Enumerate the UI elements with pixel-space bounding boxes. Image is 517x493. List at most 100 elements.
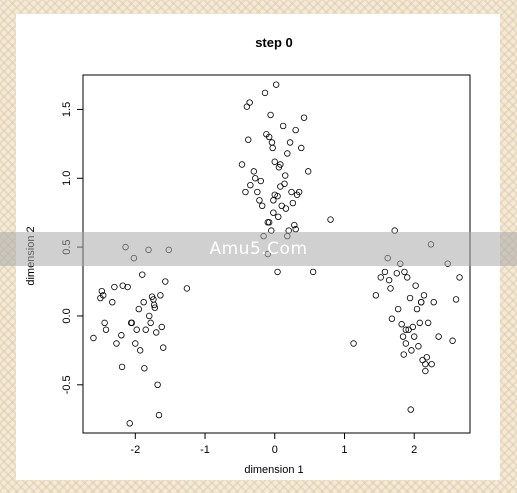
- data-point: [150, 301, 158, 309]
- data-point: [135, 305, 142, 313]
- data-point: [422, 360, 429, 368]
- data-point: [118, 332, 125, 339]
- data-point: [245, 136, 252, 143]
- data-point: [404, 274, 411, 281]
- data-point: [428, 360, 435, 368]
- data-point: [284, 150, 291, 157]
- data-point: [113, 340, 120, 347]
- data-point: [90, 334, 97, 342]
- data-point: [151, 304, 159, 311]
- data-point: [271, 158, 278, 165]
- data-point: [406, 294, 414, 302]
- data-point: [132, 340, 139, 347]
- data-point: [256, 197, 263, 204]
- data-point: [419, 356, 426, 364]
- data-point: [377, 274, 384, 281]
- data-point: [243, 103, 251, 110]
- data-point: [381, 268, 389, 276]
- data-point: [238, 161, 246, 168]
- data-point: [127, 319, 135, 327]
- data-point: [292, 126, 299, 134]
- data-point: [147, 319, 154, 327]
- data-point: [265, 219, 273, 226]
- x-tick-label: 0: [272, 444, 278, 456]
- data-point: [126, 420, 133, 427]
- x-tick-label: 2: [411, 444, 417, 456]
- data-point: [247, 181, 254, 189]
- data-point: [274, 268, 281, 276]
- data-point: [385, 276, 393, 284]
- data-point: [252, 175, 259, 182]
- data-point: [246, 99, 253, 106]
- data-point: [124, 283, 131, 291]
- data-point: [300, 114, 308, 121]
- data-point: [416, 319, 423, 327]
- data-point: [291, 221, 298, 229]
- data-point: [305, 168, 312, 175]
- x-axis-label: dimension 1: [244, 464, 303, 476]
- data-point: [259, 202, 266, 210]
- data-point: [400, 351, 407, 358]
- data-point: [254, 188, 261, 196]
- data-point: [159, 344, 167, 351]
- data-point: [399, 333, 407, 340]
- data-point: [415, 343, 422, 350]
- data-point: [456, 274, 463, 281]
- data-point: [402, 340, 410, 347]
- data-point: [298, 144, 305, 152]
- data-point: [282, 205, 290, 212]
- data-point: [289, 199, 297, 207]
- data-point: [430, 298, 437, 306]
- chart-title: step 0: [255, 35, 293, 50]
- y-tick-label: 0.0: [61, 308, 73, 323]
- data-point: [401, 268, 408, 276]
- y-tick-label: 1.0: [61, 171, 73, 186]
- data-point: [250, 168, 258, 175]
- data-point: [282, 172, 289, 179]
- data-point: [242, 188, 249, 196]
- data-point: [155, 411, 163, 419]
- data-point: [268, 139, 276, 146]
- data-point: [111, 283, 118, 291]
- data-point: [270, 209, 277, 216]
- data-point: [269, 144, 276, 152]
- data-point: [387, 285, 394, 292]
- data-point: [272, 81, 280, 88]
- watermark-banner: Amu5.Com: [0, 232, 517, 266]
- x-tick-label: 1: [341, 444, 347, 456]
- y-tick-label: -0.5: [61, 375, 73, 394]
- data-point: [261, 89, 269, 97]
- data-point: [402, 326, 410, 333]
- data-point: [281, 180, 288, 187]
- data-point: [309, 268, 317, 276]
- data-point: [424, 319, 432, 327]
- data-point: [423, 354, 430, 361]
- data-point: [109, 298, 116, 306]
- data-point: [277, 183, 284, 190]
- data-point: [102, 326, 110, 333]
- data-point: [435, 333, 442, 340]
- data-point: [398, 321, 405, 328]
- data-point: [417, 298, 425, 306]
- data-point: [271, 191, 278, 198]
- data-point: [136, 347, 144, 354]
- data-point: [295, 188, 303, 196]
- data-point: [100, 292, 107, 299]
- x-tick-label: -1: [200, 444, 210, 456]
- data-point: [279, 122, 287, 130]
- watermark-text: Amu5.Com: [209, 239, 308, 259]
- data-point: [153, 329, 160, 336]
- data-point: [288, 188, 295, 196]
- data-point: [257, 177, 265, 185]
- data-point: [146, 312, 153, 320]
- data-point: [101, 319, 108, 327]
- data-point: [158, 323, 165, 331]
- data-point: [452, 296, 460, 303]
- x-axis: -2 -1 0 1 2: [130, 433, 417, 456]
- data-point: [278, 202, 285, 210]
- data-point: [422, 367, 429, 375]
- y-tick-label: 1.5: [61, 102, 73, 117]
- data-point: [118, 363, 126, 371]
- x-tick-label: -2: [130, 444, 140, 456]
